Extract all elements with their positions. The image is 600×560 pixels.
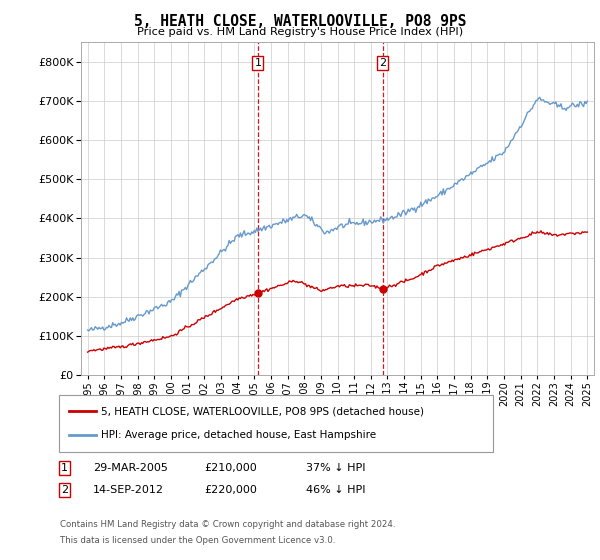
Text: HPI: Average price, detached house, East Hampshire: HPI: Average price, detached house, East… <box>101 431 376 440</box>
Text: 46% ↓ HPI: 46% ↓ HPI <box>306 485 365 495</box>
Text: 1: 1 <box>254 58 262 68</box>
Text: 37% ↓ HPI: 37% ↓ HPI <box>306 463 365 473</box>
Text: £210,000: £210,000 <box>204 463 257 473</box>
Text: This data is licensed under the Open Government Licence v3.0.: This data is licensed under the Open Gov… <box>60 536 335 545</box>
Text: Contains HM Land Registry data © Crown copyright and database right 2024.: Contains HM Land Registry data © Crown c… <box>60 520 395 529</box>
Text: 1: 1 <box>61 463 68 473</box>
Text: 29-MAR-2005: 29-MAR-2005 <box>93 463 168 473</box>
Text: Price paid vs. HM Land Registry's House Price Index (HPI): Price paid vs. HM Land Registry's House … <box>137 27 463 37</box>
Text: 2: 2 <box>379 58 386 68</box>
Text: 5, HEATH CLOSE, WATERLOOVILLE, PO8 9PS: 5, HEATH CLOSE, WATERLOOVILLE, PO8 9PS <box>134 14 466 29</box>
Text: 5, HEATH CLOSE, WATERLOOVILLE, PO8 9PS (detached house): 5, HEATH CLOSE, WATERLOOVILLE, PO8 9PS (… <box>101 407 424 416</box>
Text: 14-SEP-2012: 14-SEP-2012 <box>93 485 164 495</box>
Text: 2: 2 <box>61 485 68 495</box>
Text: £220,000: £220,000 <box>204 485 257 495</box>
